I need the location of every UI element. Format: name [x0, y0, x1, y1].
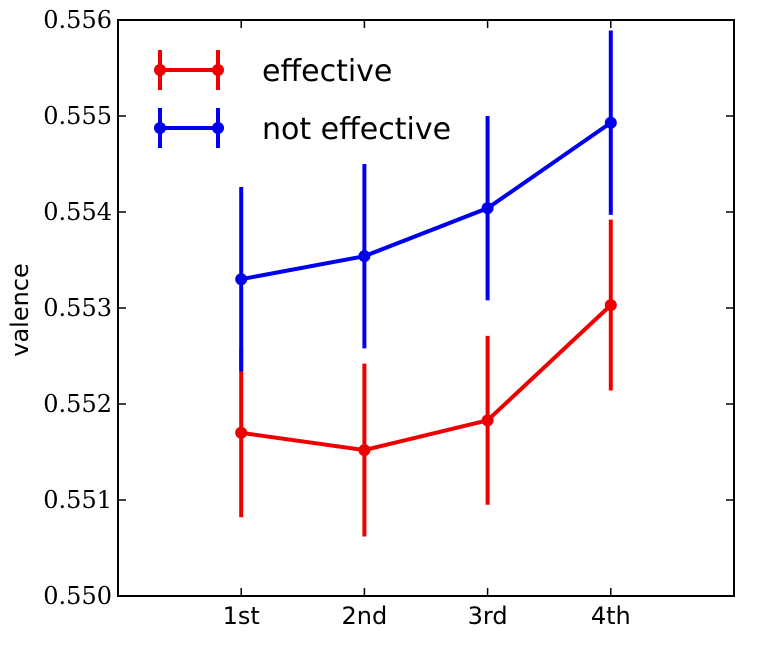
series-line-not-effective [240, 121, 612, 282]
data-point-not-effective [481, 202, 494, 215]
legend-marker-effective [154, 64, 166, 76]
y-tick-label: 0.552 [43, 390, 112, 418]
y-axis-label: valence [6, 263, 34, 357]
x-tick-label: 1st [223, 602, 260, 630]
data-point-effective [481, 414, 494, 427]
data-point-not-effective [358, 250, 371, 263]
data-point-effective [358, 444, 371, 457]
legend-label-effective: effective [262, 54, 392, 89]
legend-marker-not-effective [154, 122, 166, 134]
x-tick-label: 4th [591, 602, 631, 630]
plot-frame [117, 19, 735, 597]
legend-marker-effective [212, 64, 224, 76]
legend: effective not effective [154, 50, 451, 148]
series-line-effective [240, 303, 613, 453]
y-tick-label: 0.556 [43, 6, 112, 34]
x-tick-label: 3rd [468, 602, 508, 630]
data-point-not-effective [604, 116, 617, 129]
y-tick-label: 0.555 [43, 102, 112, 130]
y-tick-label: 0.550 [43, 582, 112, 610]
y-tick-label: 0.554 [43, 198, 112, 226]
data-point-not-effective [235, 273, 248, 286]
data-point-effective [604, 299, 617, 312]
legend-marker-not-effective [212, 122, 224, 134]
plot-area: 0.550 0.551 0.552 0.553 0.554 0.555 0.556 1st 2n… [43, 6, 735, 630]
data-point-effective [235, 426, 248, 439]
legend-label-not-effective: not effective [262, 112, 451, 147]
x-tick-label: 2nd [342, 602, 388, 630]
y-tick-label: 0.551 [43, 486, 112, 514]
y-tick-label: 0.553 [43, 294, 112, 322]
